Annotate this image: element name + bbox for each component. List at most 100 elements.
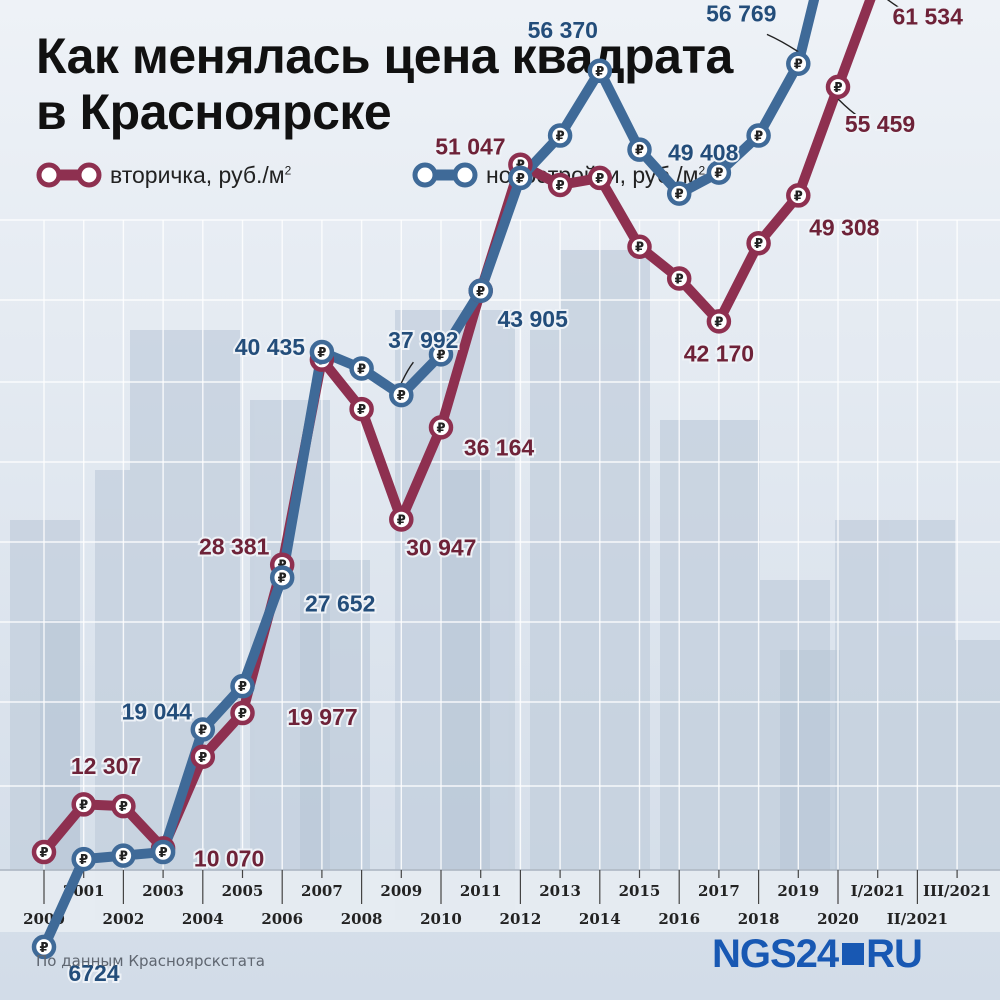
data-label-secondary: 51 047 [435,134,505,160]
ruble-sign-icon: ₽ [349,396,374,422]
ruble-sign-icon: ₽ [31,934,57,960]
svg-text:₽: ₽ [595,65,604,80]
svg-text:₽: ₽ [198,724,207,739]
ruble-sign-icon: ₽ [230,673,255,699]
source-note: По данным Красноярскстата [36,952,265,970]
ruble-sign-icon: ₽ [627,137,652,162]
ruble-sign-icon: ₽ [666,266,692,291]
data-label-new: 19 044 [122,699,193,725]
x-tick-label: 2003 [142,882,184,900]
x-tick-label: I/2021 [851,882,905,900]
ruble-sign-icon: ₽ [190,744,216,770]
svg-text:₽: ₽ [714,315,723,330]
svg-text:₽: ₽ [556,179,565,194]
ruble-sign-icon: ₽ [468,278,493,304]
svg-text:₽: ₽ [397,513,406,528]
ruble-sign-icon: ₽ [389,507,414,532]
series-markers: ₽₽₽₽₽₽₽₽₽₽₽₽₽₽₽₽₽₽₽₽₽₽₽₽₽₽₽₽₽₽₽₽₽₽₽₽₽₽₽₽… [31,51,851,960]
svg-text:₽: ₽ [794,189,803,204]
svg-text:₽: ₽ [516,172,525,187]
x-axis-band [0,870,1000,932]
data-label-new: 27 652 [305,591,375,617]
svg-text:₽: ₽ [159,846,168,861]
ruble-sign-icon: ₽ [825,74,851,100]
data-label-secondary: 61 534 [893,4,964,30]
ruble-sign-icon: ₽ [746,230,771,256]
ruble-sign-icon: ₽ [389,382,414,408]
x-tick-label: 2015 [619,882,661,900]
data-label-secondary: 49 308 [809,214,880,240]
ruble-sign-icon: ₽ [547,123,573,148]
ruble-sign-icon: ₽ [428,342,454,367]
data-label-new: 37 992 [388,327,458,353]
x-tick-label: 2008 [341,910,383,928]
svg-text:₽: ₽ [476,285,485,300]
svg-text:₽: ₽ [635,241,644,256]
svg-text:₽: ₽ [595,172,604,187]
ruble-sign-icon: ₽ [706,309,732,334]
data-labels: 12 307 10 070 19 977 28 381 30 947 36 164 51 0… [66,0,965,988]
data-label-secondary: 28 381 [199,534,270,560]
svg-text:₽: ₽ [556,130,565,145]
svg-text:₽: ₽ [714,167,723,182]
ruble-sign-icon: ₽ [547,172,573,198]
x-tick-label: 2012 [500,910,542,928]
data-label-new: 40 435 [235,334,306,360]
ruble-sign-icon: ₽ [666,181,692,206]
ruble-sign-icon: ₽ [786,183,811,208]
x-tick-label: III/2021 [923,882,991,900]
ruble-sign-icon: ₽ [71,846,96,872]
ruble-sign-icon: ₽ [587,165,613,191]
svg-text:₽: ₽ [754,130,763,145]
data-label-secondary: 12 307 [71,753,141,779]
chart-title: Как менялась цена квадрата в Красноярске [36,28,936,140]
x-tick-label: 2016 [658,910,700,928]
x-tick-label: 2017 [698,882,740,900]
svg-text:₽: ₽ [635,144,644,159]
x-tick-label: 2014 [579,910,621,928]
ruble-sign-icon: ₽ [150,839,176,865]
legend-new-swatch-icon [412,162,478,188]
svg-text:₽: ₽ [119,850,128,865]
x-tick-label: 2006 [261,910,303,928]
svg-text:₽: ₽ [833,81,842,96]
svg-text:₽: ₽ [675,272,684,287]
svg-text:₽: ₽ [119,800,128,815]
title-line-1: Как менялась цена квадрата [36,28,733,84]
data-label-new: 56 769 [706,1,776,27]
ruble-sign-icon: ₽ [111,793,136,819]
legend-item-secondary: вторичка, руб./м2 [36,160,291,190]
label-connector [886,0,906,12]
label-connectors [400,0,906,384]
x-tick-label: 2011 [460,882,502,900]
svg-text:₽: ₽ [79,798,88,813]
ruble-sign-icon: ₽ [230,700,255,726]
ruble-sign-icon: ₽ [428,415,454,440]
ruble-sign-icon: ₽ [190,717,216,742]
logo-square-icon [842,943,865,965]
data-label-secondary: 55 459 [845,111,915,137]
x-axis: 2000200120022003200420052006200720082009… [0,869,1000,932]
data-label-secondary: 36 164 [464,434,535,460]
data-label-new: 49 408 [668,140,739,166]
ruble-sign-icon: ₽ [349,356,374,381]
svg-text:₽: ₽ [357,363,366,378]
ruble-sign-icon: ₽ [746,123,771,148]
data-label-secondary: 19 977 [287,704,357,730]
svg-text:₽: ₽ [39,941,48,956]
ruble-sign-icon: ₽ [587,58,613,84]
x-tick-label: 2005 [222,882,264,900]
ruble-sign-icon: ₽ [111,843,136,868]
x-tick-label: 2007 [301,882,343,900]
x-tick-label: 2009 [380,882,422,900]
svg-text:₽: ₽ [794,58,803,73]
data-label-new: 43 905 [498,306,569,332]
svg-text:₽: ₽ [397,389,406,404]
data-label-secondary: 42 170 [684,340,754,366]
x-tick-label: 2018 [738,910,780,928]
x-tick-label: 2002 [103,910,145,928]
ruble-sign-icon: ₽ [31,839,57,865]
svg-text:₽: ₽ [357,403,366,418]
ruble-sign-icon: ₽ [309,339,335,365]
